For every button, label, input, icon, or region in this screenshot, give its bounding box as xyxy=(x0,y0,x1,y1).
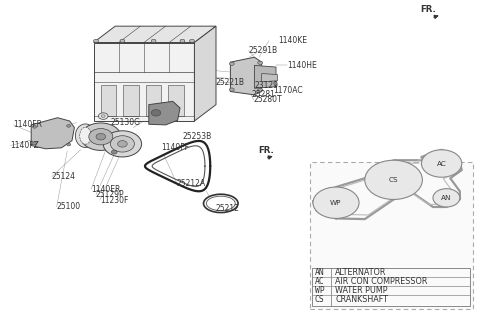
Text: 1170AC: 1170AC xyxy=(274,86,303,95)
Text: 25100: 25100 xyxy=(57,202,81,211)
Text: 1140KE: 1140KE xyxy=(278,36,307,45)
Text: WP: WP xyxy=(330,200,342,206)
FancyBboxPatch shape xyxy=(168,85,184,116)
Circle shape xyxy=(103,131,142,157)
Circle shape xyxy=(67,143,71,146)
Circle shape xyxy=(180,39,185,43)
FancyBboxPatch shape xyxy=(146,85,161,116)
Text: 25130G: 25130G xyxy=(110,118,140,127)
Circle shape xyxy=(33,142,36,145)
Text: 25281: 25281 xyxy=(251,90,275,99)
Text: AIR CON COMPRESSOR: AIR CON COMPRESSOR xyxy=(335,277,427,286)
Ellipse shape xyxy=(75,124,96,147)
Text: 25212A: 25212A xyxy=(177,179,206,188)
Text: 1140FR: 1140FR xyxy=(13,120,42,129)
Text: CRANKSHAFT: CRANKSHAFT xyxy=(335,295,388,304)
Text: 1140FF: 1140FF xyxy=(161,143,189,152)
Circle shape xyxy=(151,39,156,43)
Polygon shape xyxy=(94,26,216,43)
Text: 25280T: 25280T xyxy=(253,95,282,104)
Text: CS: CS xyxy=(315,295,324,304)
Text: CS: CS xyxy=(389,177,398,183)
Text: 1140ER: 1140ER xyxy=(91,184,120,194)
Polygon shape xyxy=(31,118,74,149)
Ellipse shape xyxy=(204,194,238,213)
Circle shape xyxy=(81,123,121,150)
Circle shape xyxy=(229,62,234,65)
Circle shape xyxy=(110,136,134,152)
Text: AN: AN xyxy=(441,195,452,201)
Circle shape xyxy=(258,88,263,92)
Circle shape xyxy=(98,113,108,119)
Text: 23129: 23129 xyxy=(254,81,278,90)
Bar xyxy=(312,268,470,306)
Text: FR.: FR. xyxy=(258,146,274,155)
Circle shape xyxy=(67,125,71,127)
Circle shape xyxy=(258,61,263,64)
Circle shape xyxy=(229,88,234,91)
Circle shape xyxy=(120,39,125,43)
Circle shape xyxy=(433,189,460,207)
Text: 1140HE: 1140HE xyxy=(287,61,317,70)
Text: 25253B: 25253B xyxy=(182,132,212,141)
Circle shape xyxy=(33,126,36,128)
Circle shape xyxy=(101,115,105,117)
Text: AC: AC xyxy=(315,277,324,286)
Polygon shape xyxy=(230,57,262,95)
Polygon shape xyxy=(94,43,194,121)
Circle shape xyxy=(94,39,98,43)
Text: 1140FZ: 1140FZ xyxy=(11,141,39,150)
FancyBboxPatch shape xyxy=(101,85,116,116)
Circle shape xyxy=(96,133,106,140)
Text: FR.: FR. xyxy=(420,5,436,14)
Circle shape xyxy=(151,110,161,116)
Polygon shape xyxy=(149,101,180,125)
Ellipse shape xyxy=(80,127,91,144)
FancyBboxPatch shape xyxy=(310,162,473,309)
Circle shape xyxy=(89,129,113,145)
Circle shape xyxy=(190,39,194,43)
Text: WP: WP xyxy=(315,286,324,295)
Circle shape xyxy=(111,150,117,154)
Circle shape xyxy=(421,150,462,177)
Polygon shape xyxy=(254,65,276,88)
Text: 25221B: 25221B xyxy=(215,78,244,87)
Text: 25124: 25124 xyxy=(52,172,76,181)
Text: WATER PUMP: WATER PUMP xyxy=(335,286,387,295)
Text: 25291B: 25291B xyxy=(249,46,278,55)
Ellipse shape xyxy=(206,196,235,211)
Circle shape xyxy=(313,187,359,218)
Text: 11230F: 11230F xyxy=(100,196,128,205)
Text: AN: AN xyxy=(315,268,324,277)
Circle shape xyxy=(118,141,127,147)
Text: ALTERNATOR: ALTERNATOR xyxy=(335,268,386,277)
FancyBboxPatch shape xyxy=(123,85,139,116)
Text: 25212: 25212 xyxy=(216,204,240,213)
Text: 25129P: 25129P xyxy=(96,190,125,199)
Text: AC: AC xyxy=(437,161,446,166)
Circle shape xyxy=(365,160,422,199)
Polygon shape xyxy=(262,74,277,82)
Polygon shape xyxy=(194,26,216,121)
